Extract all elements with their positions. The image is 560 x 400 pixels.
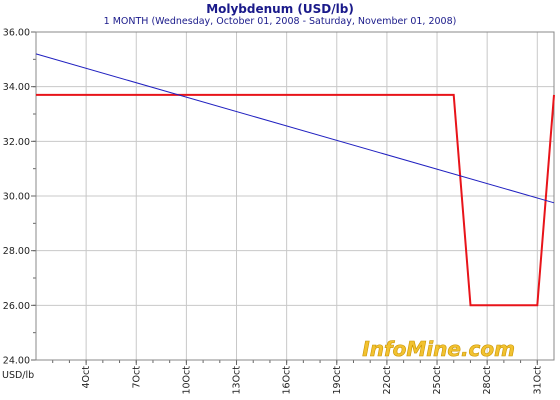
y-axis-label: USD/lb (2, 370, 34, 381)
x-tick-label: 28Oct (482, 366, 493, 395)
x-tick-label: 10Oct (181, 366, 192, 395)
x-tick-label: 7Oct (131, 366, 142, 389)
x-tick-label: 22Oct (382, 366, 393, 395)
plot-border (35, 31, 555, 361)
watermark-logo: InfoMine.com (362, 337, 515, 361)
chart-title: Molybdenum (USD/lb) (206, 2, 354, 16)
y-tick-label: 36.00 (3, 28, 30, 39)
trend-line (35, 53, 555, 204)
x-tick-label: 19Oct (332, 366, 343, 395)
price-line (36, 93, 555, 307)
x-tick-label: 31Oct (532, 366, 543, 395)
chart-subtitle: 1 MONTH (Wednesday, October 01, 2008 - S… (103, 16, 457, 27)
y-tick-label: 24.00 (3, 356, 30, 367)
y-tick-label: 32.00 (3, 137, 30, 148)
y-tick-label: 30.00 (3, 192, 30, 203)
x-tick-label: 25Oct (432, 366, 443, 395)
x-tick-label: 4Oct (81, 366, 92, 389)
x-tick-label: 16Oct (282, 366, 293, 395)
y-tick-label: 26.00 (3, 301, 30, 312)
y-tick-label: 28.00 (3, 246, 30, 257)
x-tick-label: 13Oct (232, 366, 243, 395)
y-tick-label: 34.00 (3, 82, 30, 93)
